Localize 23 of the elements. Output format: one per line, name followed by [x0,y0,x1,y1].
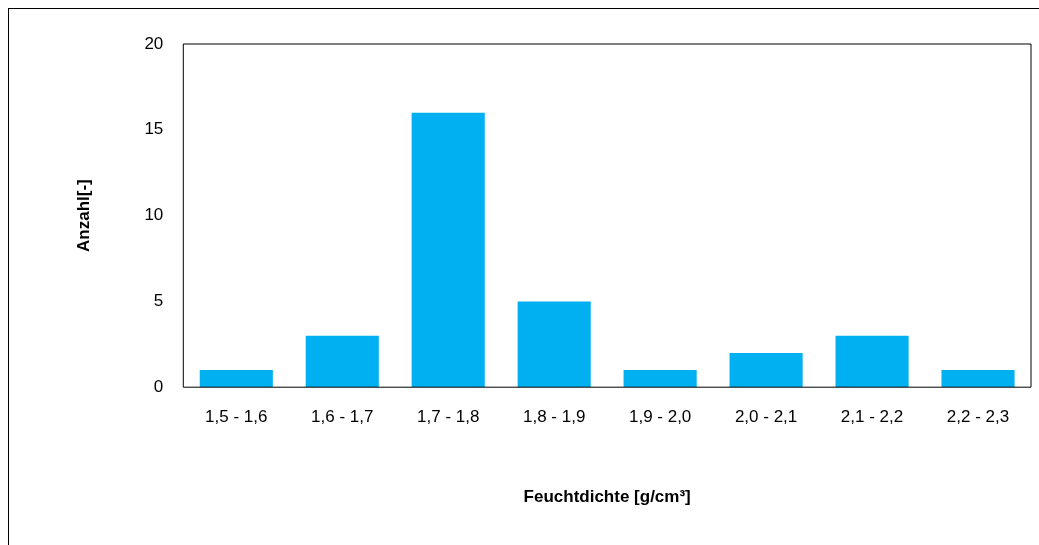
y-tick-label: 10 [144,205,164,225]
bar [623,370,697,388]
x-tick-label: 2,1 - 2,2 [840,407,904,427]
x-tick-label: 1,8 - 1,9 [522,407,586,427]
bar [835,335,909,388]
y-axis-title: Anzahl[-] [73,179,93,252]
y-tick-label: 20 [144,33,164,53]
y-tick-label: 5 [153,291,164,311]
bar [305,335,379,388]
bar [729,352,803,388]
y-tick-label: 15 [144,119,164,139]
bar [411,112,485,388]
bar [941,370,1015,388]
x-axis-title: Feuchtdichte [g/cm³] [523,487,691,507]
bar [199,370,273,388]
x-tick-label: 1,9 - 2,0 [628,407,692,427]
x-tick-label: 2,2 - 2,3 [946,407,1010,427]
x-tick-label: 1,5 - 1,6 [205,407,268,427]
x-tick-label: 2,0 - 2,1 [734,407,798,427]
bar [517,301,591,388]
x-tick-label: 1,7 - 1,8 [417,407,480,427]
x-tick-label: 1,6 - 1,7 [311,407,374,427]
y-tick-label: 0 [153,376,164,396]
